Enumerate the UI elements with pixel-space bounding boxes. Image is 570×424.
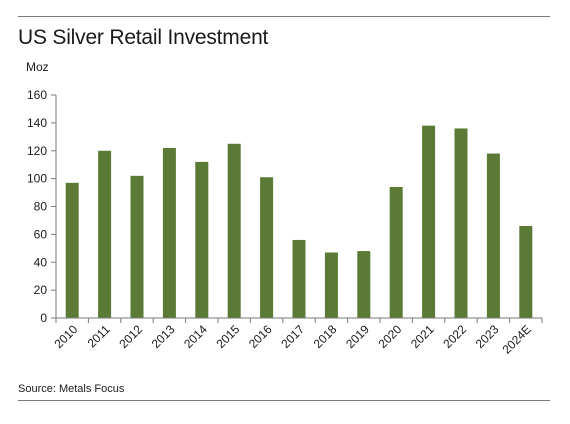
x-tick-label: 2024E (499, 322, 533, 356)
y-axis-ticks: 0 20 40 60 80 100 120 140 160 (27, 88, 56, 325)
y-tick-label: 60 (34, 227, 48, 241)
bar-2019 (357, 251, 371, 318)
bar-2013 (162, 147, 176, 318)
bar-2020 (389, 186, 403, 318)
bar-2011 (98, 150, 112, 318)
x-tick-label: 2013 (149, 322, 178, 351)
bar-2015 (227, 143, 241, 318)
bar-2014 (195, 161, 209, 318)
x-tick-label: 2010 (52, 322, 81, 351)
y-axis-unit-label: Moz (26, 60, 49, 74)
y-tick-label: 100 (27, 172, 47, 186)
x-tick-label: 2021 (408, 322, 437, 351)
bar-2012 (130, 175, 144, 318)
bottom-rule (18, 400, 550, 401)
x-tick-label: 2018 (311, 322, 340, 351)
bar-2017 (292, 239, 306, 318)
x-tick-label: 2022 (440, 322, 469, 351)
bar-2018 (324, 252, 338, 318)
bar-2021 (422, 125, 436, 318)
bar-2023 (486, 153, 500, 318)
y-tick-label: 160 (27, 88, 47, 102)
bar-2010 (65, 182, 79, 318)
y-tick-label: 20 (34, 283, 48, 297)
x-tick-label: 2012 (116, 322, 145, 351)
bar-2022 (454, 128, 468, 318)
x-tick-label: 2017 (278, 322, 307, 351)
x-tick-label: 2016 (246, 322, 275, 351)
y-tick-label: 140 (27, 116, 47, 130)
x-tick-label: 2020 (376, 322, 405, 351)
y-tick-label: 0 (40, 311, 47, 325)
x-tick-label: 2023 (473, 322, 502, 351)
y-tick-label: 40 (34, 255, 48, 269)
axes (55, 95, 542, 319)
y-tick-label: 120 (27, 144, 47, 158)
source-note: Source: Metals Focus (18, 383, 125, 395)
x-tick-label: 2011 (85, 322, 113, 350)
top-rule (18, 16, 550, 17)
x-tick-label: 2015 (214, 322, 243, 351)
chart-title: US Silver Retail Investment (18, 26, 269, 49)
bar-2024E (519, 226, 533, 318)
x-tick-label: 2014 (181, 322, 210, 351)
x-tick-label: 2019 (343, 322, 372, 351)
x-axis-ticks: 2010 2011 2012 2013 2014 2015 2016 2017 2018 2019… (52, 318, 543, 357)
bar-2016 (260, 177, 274, 318)
y-tick-label: 80 (34, 200, 48, 214)
bar-series (65, 125, 533, 318)
